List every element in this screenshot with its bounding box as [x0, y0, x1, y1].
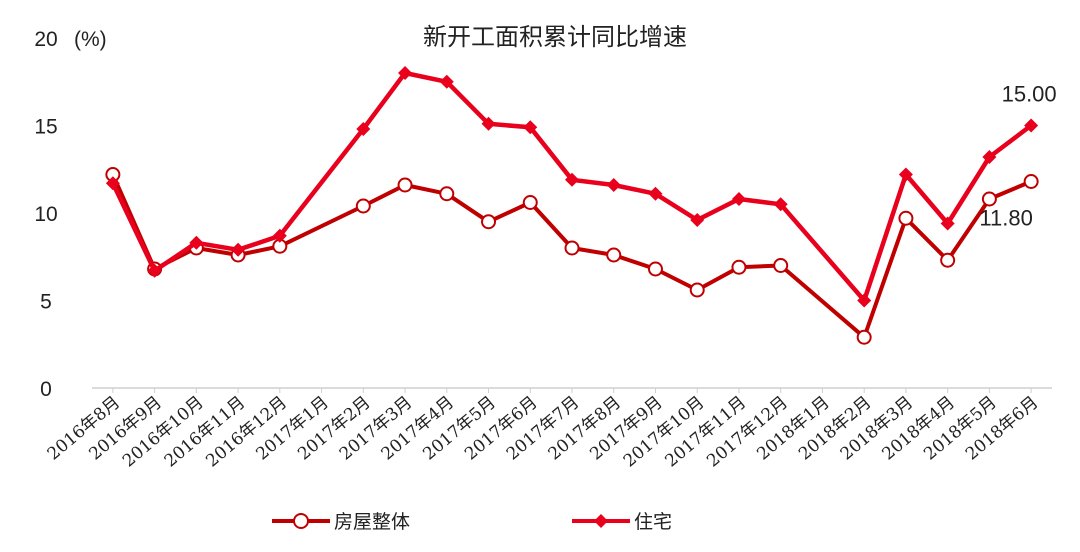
- y-tick-label: 10: [34, 203, 57, 226]
- legend-label: 房屋整体: [334, 511, 410, 533]
- data-point: [940, 252, 956, 268]
- y-tick-label: 15: [34, 116, 57, 139]
- data-point: [773, 197, 788, 212]
- data-point: [439, 74, 454, 89]
- data-point: [481, 116, 496, 131]
- data-point: [690, 213, 705, 227]
- data-point: [982, 150, 997, 164]
- data-point: [731, 192, 746, 206]
- data-point: [606, 247, 622, 263]
- data-point: [522, 195, 538, 210]
- legend-label: 住宅: [634, 511, 672, 533]
- series-layer: 11.80 15.00: [105, 66, 1057, 345]
- data-point: [647, 261, 663, 277]
- data-point: [398, 66, 413, 80]
- data-point: [564, 240, 580, 256]
- legend: 房屋整体 住宅: [272, 511, 672, 533]
- data-point: [565, 172, 579, 187]
- y-tick-label: 0: [40, 378, 52, 401]
- series-line: [111, 173, 1032, 340]
- y-axis-ticks: 0 5 10 15 20: [34, 28, 57, 401]
- legend-item: 住宅: [572, 511, 672, 533]
- data-point: [272, 228, 287, 243]
- data-point: [731, 259, 747, 275]
- data-point: [857, 293, 872, 308]
- legend-marker: [293, 513, 309, 529]
- legend-marker: [594, 514, 608, 528]
- data-point: [856, 329, 872, 345]
- data-point: [648, 186, 663, 201]
- data-point: [940, 216, 955, 231]
- data-point: [147, 263, 162, 278]
- data-point: [898, 210, 914, 226]
- y-tick-label: 5: [40, 291, 52, 314]
- data-point: [898, 167, 913, 182]
- y-axis-unit-label: (%): [74, 28, 107, 51]
- data-point: [105, 176, 120, 191]
- data-point: [356, 122, 371, 136]
- data-point: [397, 177, 413, 193]
- data-point: [1024, 118, 1039, 133]
- data-point: [523, 120, 538, 135]
- data-point: [1023, 174, 1039, 189]
- legend-item: 房屋整体: [272, 511, 410, 533]
- data-point: [773, 258, 789, 273]
- y-tick-label: 20: [34, 28, 57, 51]
- x-axis-ticks: 2016年8月2016年9月2016年10月2016年11月2016年12月20…: [44, 388, 1042, 471]
- data-point: [355, 198, 371, 214]
- data-point: [606, 178, 621, 192]
- data-label: 11.80: [979, 206, 1032, 231]
- data-point: [439, 186, 455, 202]
- data-point: [231, 242, 246, 257]
- data-label: 15.00: [1002, 82, 1057, 107]
- data-point: [189, 235, 204, 250]
- data-point: [689, 282, 705, 298]
- chart-title: 新开工面积累计同比增速: [423, 23, 687, 51]
- data-point: [481, 214, 497, 230]
- series-residential: 15.00: [105, 66, 1057, 308]
- data-point: [981, 191, 997, 207]
